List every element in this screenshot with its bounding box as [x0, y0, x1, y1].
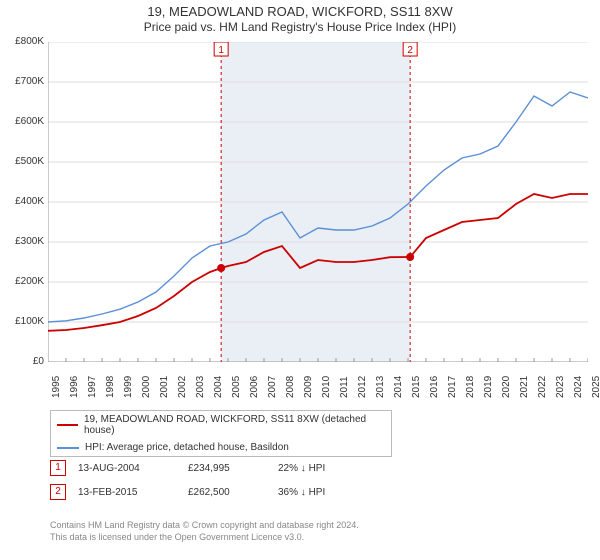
legend-swatch [57, 447, 79, 449]
page-subtitle: Price paid vs. HM Land Registry's House … [0, 20, 600, 34]
y-tick-label: £100K [4, 316, 44, 327]
legend-row: HPI: Average price, detached house, Basi… [51, 439, 391, 456]
x-tick-label: 1998 [105, 376, 116, 398]
x-tick-label: 1995 [51, 376, 62, 398]
page-title: 19, MEADOWLAND ROAD, WICKFORD, SS11 8XW [0, 4, 600, 19]
x-tick-label: 2004 [213, 376, 224, 398]
svg-text:2: 2 [407, 45, 413, 56]
x-tick-label: 2020 [501, 376, 512, 398]
x-tick-label: 2000 [141, 376, 152, 398]
x-tick-label: 2010 [321, 376, 332, 398]
y-tick-label: £200K [4, 276, 44, 287]
x-tick-label: 2017 [447, 376, 458, 398]
price-chart: 12 [48, 42, 588, 362]
sale-price: £262,500 [188, 487, 278, 498]
x-tick-label: 2022 [537, 376, 548, 398]
root: 19, MEADOWLAND ROAD, WICKFORD, SS11 8XW … [0, 0, 600, 560]
x-axis-labels: 1995 1996 1997 1998 1999 2000 2001 2002 2003 2004… [48, 362, 588, 404]
copyright: Contains HM Land Registry data © Crown c… [50, 520, 359, 543]
x-tick-label: 2013 [375, 376, 386, 398]
sale-row: 2 13-FEB-2015 £262,500 36% ↓ HPI [50, 484, 358, 500]
y-tick-label: £400K [4, 196, 44, 207]
legend-swatch [57, 424, 78, 426]
x-tick-label: 2014 [393, 376, 404, 398]
x-tick-label: 2012 [357, 376, 368, 398]
sale-marker-badge: 1 [50, 460, 66, 476]
x-tick-label: 2007 [267, 376, 278, 398]
x-tick-label: 2021 [519, 376, 530, 398]
svg-text:1: 1 [218, 45, 224, 56]
legend: 19, MEADOWLAND ROAD, WICKFORD, SS11 8XW … [50, 410, 392, 457]
y-tick-label: £600K [4, 116, 44, 127]
legend-label: 19, MEADOWLAND ROAD, WICKFORD, SS11 8XW … [84, 414, 385, 436]
sale-date: 13-FEB-2015 [78, 487, 188, 498]
x-tick-label: 2011 [339, 376, 350, 398]
x-tick-label: 2018 [465, 376, 476, 398]
x-tick-label: 2019 [483, 376, 494, 398]
y-tick-label: £800K [4, 36, 44, 47]
sale-date: 13-AUG-2004 [78, 463, 188, 474]
y-tick-label: £0 [4, 356, 44, 367]
x-tick-label: 2016 [429, 376, 440, 398]
x-tick-label: 2008 [285, 376, 296, 398]
x-tick-label: 2005 [231, 376, 242, 398]
x-tick-label: 2025 [591, 376, 600, 398]
x-tick-label: 2015 [411, 376, 422, 398]
copyright-line: Contains HM Land Registry data © Crown c… [50, 520, 359, 532]
x-tick-label: 2006 [249, 376, 260, 398]
legend-label: HPI: Average price, detached house, Basi… [85, 442, 289, 453]
y-tick-label: £300K [4, 236, 44, 247]
sale-row: 1 13-AUG-2004 £234,995 22% ↓ HPI [50, 460, 358, 476]
x-tick-label: 2001 [159, 376, 170, 398]
x-tick-label: 2023 [555, 376, 566, 398]
sale-marker-badge: 2 [50, 484, 66, 500]
title-block: 19, MEADOWLAND ROAD, WICKFORD, SS11 8XW … [0, 0, 600, 34]
x-tick-label: 1997 [87, 376, 98, 398]
x-tick-label: 2003 [195, 376, 206, 398]
y-tick-label: £500K [4, 156, 44, 167]
copyright-line: This data is licensed under the Open Gov… [50, 532, 359, 544]
sale-diff: 36% ↓ HPI [278, 487, 358, 498]
sale-price: £234,995 [188, 463, 278, 474]
x-tick-label: 2009 [303, 376, 314, 398]
x-tick-label: 2024 [573, 376, 584, 398]
x-tick-label: 2002 [177, 376, 188, 398]
sale-diff: 22% ↓ HPI [278, 463, 358, 474]
legend-row: 19, MEADOWLAND ROAD, WICKFORD, SS11 8XW … [51, 411, 391, 439]
y-tick-label: £700K [4, 76, 44, 87]
x-tick-label: 1996 [69, 376, 80, 398]
x-tick-label: 1999 [123, 376, 134, 398]
